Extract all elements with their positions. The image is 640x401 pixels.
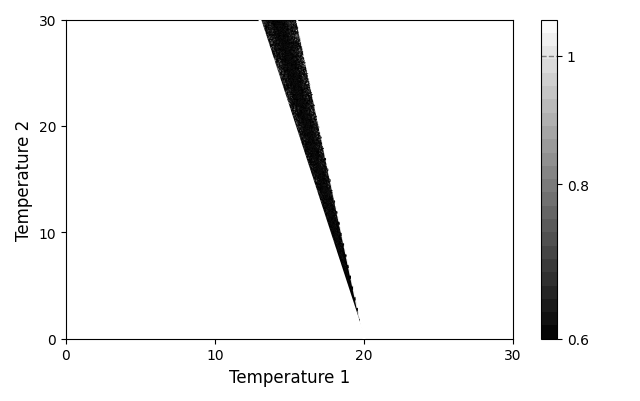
X-axis label: Temperature 1: Temperature 1 [229,368,350,386]
Y-axis label: Temperature 2: Temperature 2 [15,119,33,240]
